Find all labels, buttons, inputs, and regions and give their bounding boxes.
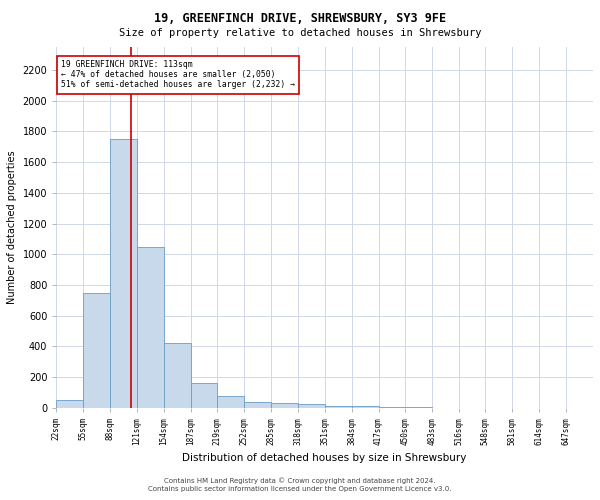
Bar (352, 406, 379, 408)
Y-axis label: Number of detached properties: Number of detached properties (7, 150, 17, 304)
Bar (164, 344, 191, 408)
Bar (271, 404, 298, 408)
Bar (56, 400, 83, 408)
Text: Contains public sector information licensed under the Open Government Licence v3: Contains public sector information licen… (148, 486, 452, 492)
Bar (379, 406, 406, 408)
Bar (217, 396, 244, 408)
Bar (298, 404, 325, 408)
Bar (325, 406, 352, 408)
Text: Size of property relative to detached houses in Shrewsbury: Size of property relative to detached ho… (119, 28, 481, 38)
Bar (191, 384, 217, 408)
Text: 19, GREENFINCH DRIVE, SHREWSBURY, SY3 9FE: 19, GREENFINCH DRIVE, SHREWSBURY, SY3 9F… (154, 12, 446, 26)
Bar (137, 246, 164, 408)
Bar (83, 292, 110, 408)
Text: Contains HM Land Registry data © Crown copyright and database right 2024.: Contains HM Land Registry data © Crown c… (164, 478, 436, 484)
Bar (244, 402, 271, 408)
Bar (110, 139, 137, 408)
Text: 19 GREENFINCH DRIVE: 113sqm
← 47% of detached houses are smaller (2,050)
51% of : 19 GREENFINCH DRIVE: 113sqm ← 47% of det… (61, 60, 295, 90)
X-axis label: Distribution of detached houses by size in Shrewsbury: Distribution of detached houses by size … (182, 453, 467, 463)
